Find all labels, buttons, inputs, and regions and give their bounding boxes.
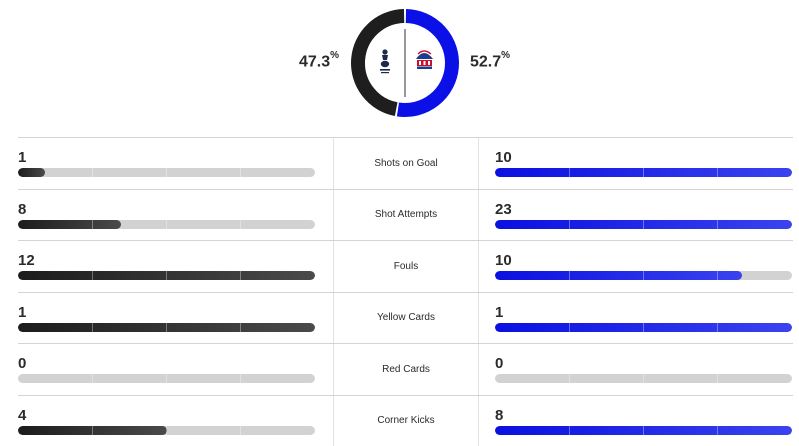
bar-segment-divider bbox=[240, 426, 241, 435]
bar-segment-divider bbox=[569, 323, 570, 332]
bar-segment-divider bbox=[166, 323, 167, 332]
home-stat-bar-track bbox=[18, 271, 315, 280]
bar-segment-divider bbox=[240, 168, 241, 177]
away-stat-bar-track bbox=[495, 168, 792, 177]
bar-segment-divider bbox=[643, 374, 644, 383]
away-possession: 52.7% bbox=[470, 52, 510, 71]
bar-segment-divider bbox=[92, 220, 93, 229]
away-stat: 10 bbox=[495, 138, 792, 189]
bar-segment-divider bbox=[569, 426, 570, 435]
home-stat: 1 bbox=[18, 138, 315, 189]
bar-segment-divider bbox=[240, 323, 241, 332]
stat-row: 1 Shots on Goal 10 bbox=[18, 137, 793, 189]
away-possession-value: 52.7 bbox=[470, 53, 501, 70]
home-stat-bar-fill bbox=[18, 220, 121, 229]
bar-segment-divider bbox=[569, 168, 570, 177]
tottenham-crest-icon bbox=[380, 49, 390, 73]
home-possession: 47.3% bbox=[299, 52, 339, 71]
bar-segment-divider bbox=[569, 220, 570, 229]
away-stat-bar-track bbox=[495, 220, 792, 229]
bar-segment-divider bbox=[166, 374, 167, 383]
bar-segment-divider bbox=[92, 323, 93, 332]
away-stat-value: 8 bbox=[495, 407, 503, 424]
home-possession-value: 47.3 bbox=[299, 53, 330, 70]
bar-segment-divider bbox=[166, 220, 167, 229]
away-stat: 8 bbox=[495, 396, 792, 446]
possession-section: 47.3% 52.7% bbox=[0, 0, 799, 130]
bar-segment-divider bbox=[240, 374, 241, 383]
stat-row: 4 Corner Kicks 8 bbox=[18, 395, 793, 446]
bar-segment-divider bbox=[240, 271, 241, 280]
bar-segment-divider bbox=[569, 374, 570, 383]
percent-symbol: % bbox=[501, 50, 510, 61]
bar-segment-divider bbox=[717, 271, 718, 280]
percent-symbol: % bbox=[330, 50, 339, 61]
home-stat-bar-track bbox=[18, 323, 315, 332]
away-stat: 23 bbox=[495, 190, 792, 241]
bar-segment-divider bbox=[643, 426, 644, 435]
bar-segment-divider bbox=[643, 168, 644, 177]
away-stat: 0 bbox=[495, 344, 792, 395]
away-stat-bar-track bbox=[495, 271, 792, 280]
home-stat: 0 bbox=[18, 344, 315, 395]
bar-segment-divider bbox=[166, 271, 167, 280]
away-stat-value: 0 bbox=[495, 355, 503, 372]
home-stat-bar-track bbox=[18, 374, 315, 383]
home-stat-value: 0 bbox=[18, 355, 26, 372]
away-stat: 10 bbox=[495, 241, 792, 292]
stat-row: 12 Fouls 10 bbox=[18, 240, 793, 292]
bar-segment-divider bbox=[92, 426, 93, 435]
stat-row: 8 Shot Attempts 23 bbox=[18, 189, 793, 241]
away-stat-bar-track bbox=[495, 374, 792, 383]
home-stat-bar-track bbox=[18, 220, 315, 229]
bar-segment-divider bbox=[717, 323, 718, 332]
home-stat-bar-fill bbox=[18, 168, 45, 177]
bar-segment-divider bbox=[92, 374, 93, 383]
home-stat: 1 bbox=[18, 293, 315, 344]
bar-segment-divider bbox=[166, 426, 167, 435]
away-stat-value: 10 bbox=[495, 149, 512, 166]
stat-label: Shot Attempts bbox=[333, 190, 479, 241]
bar-segment-divider bbox=[166, 168, 167, 177]
bar-segment-divider bbox=[569, 271, 570, 280]
bar-segment-divider bbox=[717, 220, 718, 229]
home-stat-value: 1 bbox=[18, 149, 26, 166]
away-stat-bar-track bbox=[495, 323, 792, 332]
bar-segment-divider bbox=[717, 426, 718, 435]
bar-segment-divider bbox=[717, 374, 718, 383]
stat-label: Fouls bbox=[333, 241, 479, 292]
stat-label: Corner Kicks bbox=[333, 396, 479, 446]
possession-donut-chart bbox=[350, 7, 460, 119]
home-stat-value: 1 bbox=[18, 304, 26, 321]
home-stat-value: 12 bbox=[18, 252, 35, 269]
home-stat-value: 8 bbox=[18, 201, 26, 218]
stats-table: 1 Shots on Goal 10 8 Shot Attempts 23 bbox=[18, 137, 793, 446]
stat-label: Shots on Goal bbox=[333, 138, 479, 189]
stat-label: Yellow Cards bbox=[333, 293, 479, 344]
home-possession-arc bbox=[358, 16, 404, 109]
stat-row: 1 Yellow Cards 1 bbox=[18, 292, 793, 344]
home-stat-bar-track bbox=[18, 426, 315, 435]
crystal-palace-crest-icon bbox=[416, 51, 433, 69]
away-stat-value: 10 bbox=[495, 252, 512, 269]
home-stat: 4 bbox=[18, 396, 315, 446]
bar-segment-divider bbox=[643, 220, 644, 229]
home-stat-bar-track bbox=[18, 168, 315, 177]
stat-row: 0 Red Cards 0 bbox=[18, 343, 793, 395]
home-stat: 12 bbox=[18, 241, 315, 292]
away-stat-value: 23 bbox=[495, 201, 512, 218]
bar-segment-divider bbox=[240, 220, 241, 229]
bar-segment-divider bbox=[643, 271, 644, 280]
bar-segment-divider bbox=[643, 323, 644, 332]
bar-segment-divider bbox=[92, 271, 93, 280]
home-stat-value: 4 bbox=[18, 407, 26, 424]
away-stat: 1 bbox=[495, 293, 792, 344]
stat-label: Red Cards bbox=[333, 344, 479, 395]
away-stat-bar-fill bbox=[495, 271, 742, 280]
bar-segment-divider bbox=[717, 168, 718, 177]
away-stat-value: 1 bbox=[495, 304, 503, 321]
home-stat: 8 bbox=[18, 190, 315, 241]
away-stat-bar-track bbox=[495, 426, 792, 435]
bar-segment-divider bbox=[92, 168, 93, 177]
